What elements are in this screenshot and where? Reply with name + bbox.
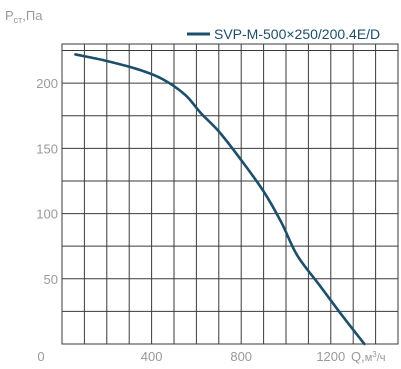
series-point: [74, 53, 76, 55]
series-point: [184, 94, 186, 96]
legend-label: SVP-M-500×250/200.4E/D: [214, 26, 380, 42]
y-tick-label: 50: [44, 272, 58, 287]
series-point: [162, 78, 164, 80]
x-axis-label: Q,м3/ч: [351, 349, 386, 364]
series-point: [341, 314, 343, 316]
series-line: [74, 53, 366, 346]
x-tick-label: 0: [37, 349, 44, 364]
series-points: [74, 53, 365, 345]
x-axis-label-unit-rest: /ч: [377, 352, 386, 364]
y-axis-label-subscript: ст: [14, 15, 23, 25]
x-tick-label: 400: [141, 349, 163, 364]
y-tick-label: 150: [36, 141, 58, 156]
y-axis-label: Pст,Па: [5, 8, 43, 25]
series-point: [363, 343, 365, 345]
series-point: [240, 159, 242, 161]
y-tick-label: 200: [36, 76, 58, 91]
series-point: [318, 284, 320, 286]
series-point: [106, 60, 108, 62]
plot-frame: [61, 43, 399, 345]
x-axis-label-superscript: 3: [372, 350, 377, 359]
y-axis-label-unit: ,Па: [22, 8, 43, 23]
y-tick-label: 100: [36, 207, 58, 222]
x-axis-label-unit: м: [365, 352, 373, 364]
series-point: [262, 190, 264, 192]
series-point: [218, 130, 220, 132]
series-point: [280, 221, 282, 223]
x-axis-label-symbol: Q,: [351, 349, 365, 364]
tick-labels: 0 400 800 1200 50 100 150 200: [36, 76, 345, 364]
x-tick-label: 800: [230, 349, 252, 364]
grid: [62, 44, 398, 344]
series-point: [200, 112, 202, 114]
series-point: [296, 254, 298, 256]
x-tick-label: 1200: [316, 349, 345, 364]
series-point: [139, 69, 141, 71]
y-axis-label-symbol: P: [5, 8, 14, 23]
